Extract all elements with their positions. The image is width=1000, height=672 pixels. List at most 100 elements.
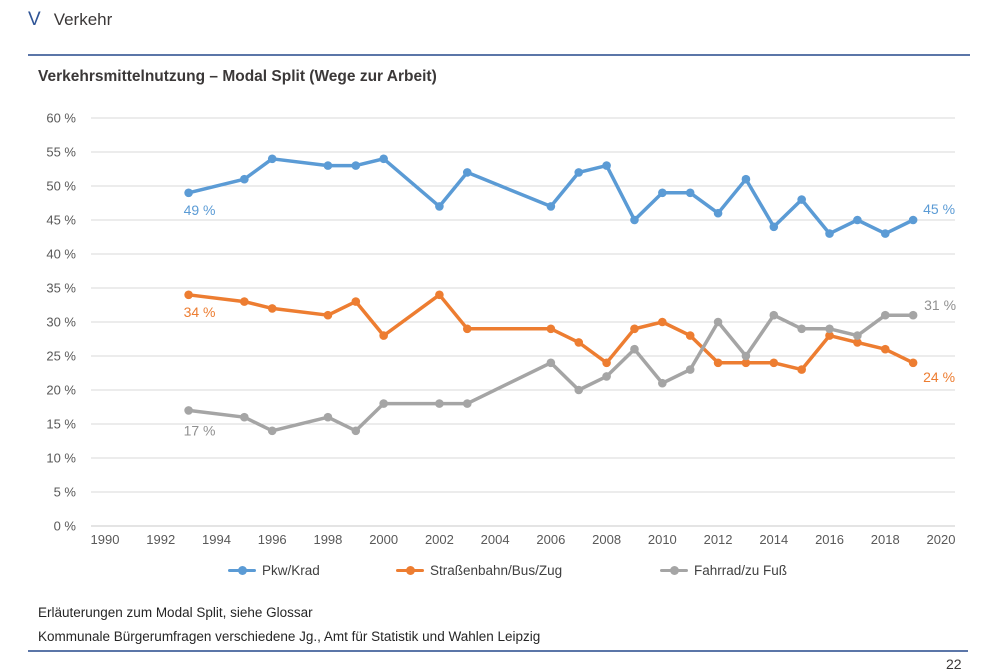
data-point-label: 17 % bbox=[184, 422, 216, 438]
data-point bbox=[630, 215, 639, 225]
data-point bbox=[602, 372, 611, 381]
x-axis-label: 2012 bbox=[704, 532, 733, 547]
data-point bbox=[462, 168, 472, 177]
data-point bbox=[630, 324, 639, 334]
data-point bbox=[379, 154, 388, 164]
data-point bbox=[880, 310, 890, 320]
data-point bbox=[546, 202, 556, 211]
data-point bbox=[908, 358, 918, 368]
legend-label: Fahrrad/zu Fuß bbox=[694, 562, 788, 578]
data-point bbox=[713, 317, 723, 327]
data-point bbox=[658, 378, 667, 388]
y-axis-label: 20 % bbox=[46, 383, 76, 398]
chart-title: Verkehrsmittelnutzung – Modal Split (Weg… bbox=[38, 68, 437, 85]
data-point-label: 31 % bbox=[924, 297, 956, 313]
data-point bbox=[853, 215, 862, 225]
y-axis-label: 10 % bbox=[46, 451, 76, 466]
data-point bbox=[240, 297, 249, 306]
footnote-source: Kommunale Bürgerumfragen verschiedene Jg… bbox=[38, 629, 541, 644]
data-point bbox=[769, 310, 779, 320]
x-axis-label: 1998 bbox=[313, 532, 342, 547]
data-point bbox=[602, 358, 611, 368]
data-point-label: 34 % bbox=[184, 304, 216, 320]
section-header: V Verkehr bbox=[28, 9, 112, 31]
data-point bbox=[240, 412, 249, 422]
data-point bbox=[546, 358, 556, 368]
data-point bbox=[685, 365, 695, 374]
data-point bbox=[825, 331, 834, 340]
data-point bbox=[658, 188, 667, 198]
data-point bbox=[462, 399, 472, 408]
y-axis-label: 60 % bbox=[46, 111, 76, 126]
header-rule bbox=[28, 54, 970, 56]
data-point bbox=[853, 331, 862, 340]
data-point bbox=[908, 310, 918, 320]
data-point bbox=[574, 338, 584, 347]
data-point-label: 49 % bbox=[184, 202, 216, 218]
y-axis-label: 0 % bbox=[54, 519, 77, 534]
x-axis-label: 2000 bbox=[369, 532, 398, 547]
data-point bbox=[574, 168, 584, 177]
x-axis-label: 2016 bbox=[815, 532, 844, 547]
y-axis-label: 5 % bbox=[54, 485, 77, 500]
data-point bbox=[323, 412, 333, 422]
y-axis-label: 45 % bbox=[46, 213, 76, 228]
data-point bbox=[797, 195, 806, 204]
data-point bbox=[825, 229, 834, 238]
page-number: 22 bbox=[946, 656, 962, 672]
data-point-label: 24 % bbox=[923, 369, 955, 385]
data-point bbox=[769, 222, 779, 232]
data-point bbox=[853, 338, 862, 347]
data-point bbox=[685, 331, 695, 340]
x-axis-label: 1990 bbox=[91, 532, 120, 547]
data-point bbox=[323, 310, 333, 320]
data-point bbox=[880, 229, 890, 238]
data-point bbox=[797, 324, 806, 334]
y-axis-label: 55 % bbox=[46, 145, 76, 160]
data-point bbox=[184, 188, 193, 198]
series-line-1 bbox=[186, 293, 915, 372]
data-point bbox=[379, 399, 388, 408]
x-axis-label: 2006 bbox=[536, 532, 565, 547]
x-axis-label: 2008 bbox=[592, 532, 621, 547]
data-point bbox=[713, 208, 723, 218]
y-axis-label: 40 % bbox=[46, 247, 76, 262]
x-axis-label: 2020 bbox=[927, 532, 956, 547]
data-point bbox=[658, 317, 667, 327]
x-axis-label: 2004 bbox=[481, 532, 510, 547]
data-point bbox=[741, 358, 751, 368]
data-point bbox=[546, 324, 556, 334]
x-axis-label: 2014 bbox=[759, 532, 788, 547]
x-axis-label: 2010 bbox=[648, 532, 677, 547]
x-axis-label: 2002 bbox=[425, 532, 454, 547]
data-point bbox=[351, 426, 361, 436]
footnote-glossar: Erläuterungen zum Modal Split, siehe Glo… bbox=[38, 605, 313, 620]
legend-marker-gray-icon bbox=[660, 565, 688, 575]
data-point bbox=[769, 358, 779, 368]
data-point bbox=[630, 344, 639, 354]
legend-item-pkw-krad: Pkw/Krad bbox=[228, 562, 320, 578]
data-point bbox=[267, 304, 277, 313]
data-point bbox=[267, 426, 277, 436]
data-point bbox=[880, 344, 890, 354]
legend-item-fahrrad-zu-fuss: Fahrrad/zu Fuß bbox=[660, 562, 787, 578]
x-axis-label: 1994 bbox=[202, 532, 231, 547]
series-line-2 bbox=[186, 313, 915, 433]
data-point bbox=[741, 174, 751, 184]
footer-rule bbox=[28, 650, 968, 652]
data-point bbox=[184, 406, 193, 415]
data-point bbox=[741, 351, 751, 361]
data-point bbox=[435, 399, 444, 408]
y-axis-label: 30 % bbox=[46, 315, 76, 330]
data-point bbox=[574, 385, 584, 395]
data-point bbox=[713, 358, 723, 368]
legend-marker-blue-icon bbox=[228, 565, 256, 575]
data-point bbox=[267, 154, 277, 164]
legend-label: Straßenbahn/Bus/Zug bbox=[430, 562, 563, 578]
y-axis-label: 35 % bbox=[46, 281, 76, 296]
data-point bbox=[908, 215, 918, 225]
data-point bbox=[240, 174, 249, 184]
y-axis-label: 50 % bbox=[46, 179, 76, 194]
data-point bbox=[351, 297, 361, 306]
